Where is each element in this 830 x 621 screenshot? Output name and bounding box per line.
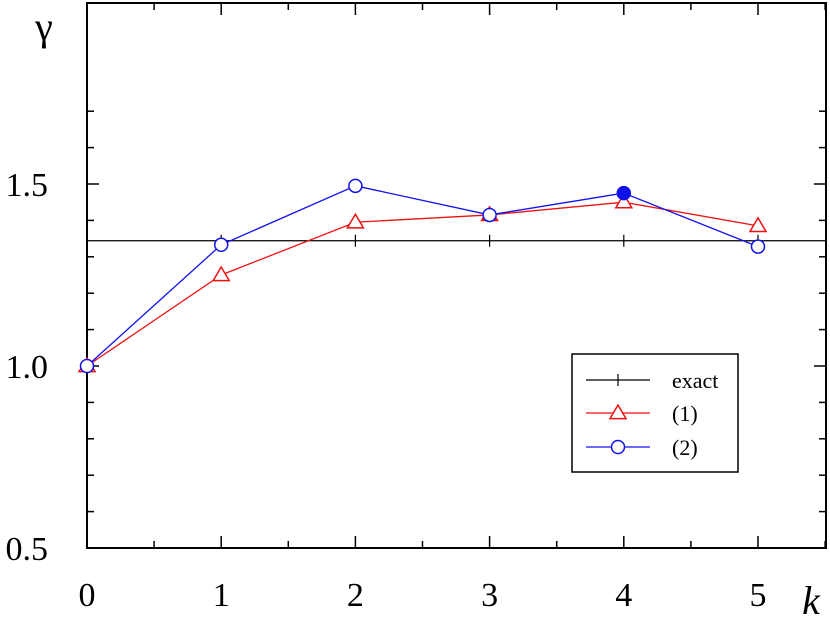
- data-point: [482, 207, 497, 223]
- x-tick-label: 2: [347, 577, 364, 614]
- data-point: [614, 192, 634, 209]
- series-1: [86, 234, 826, 247]
- data-point: [348, 178, 363, 194]
- y-tick-label: 1.0: [6, 349, 49, 386]
- x-axis-title: k: [802, 578, 821, 621]
- data-point: [213, 237, 229, 253]
- legend-swatch-marker: [610, 439, 626, 455]
- data-point: [748, 216, 768, 233]
- plot-frame: [86, 2, 827, 549]
- y-tick-label: 1.5: [6, 167, 49, 204]
- data-point: [346, 212, 365, 229]
- data-point: [750, 239, 766, 254]
- legend-label: (2): [672, 435, 698, 460]
- x-tick-label: 5: [750, 577, 767, 614]
- x-tick-label: 0: [79, 577, 96, 614]
- legend-label: (1): [672, 401, 698, 426]
- x-tick-label: 3: [481, 577, 498, 614]
- data-point: [616, 185, 632, 201]
- legend-swatch-marker: [608, 403, 628, 420]
- legend-label: exact: [672, 368, 718, 393]
- y-tick-label: 0.5: [6, 531, 49, 568]
- data-point: [211, 265, 231, 282]
- x-tick-label: 4: [615, 577, 632, 614]
- y-axis-title: γ: [34, 4, 53, 49]
- data-point: [79, 358, 95, 374]
- series-line: [86, 185, 759, 367]
- x-tick-label: 1: [213, 577, 230, 614]
- series-line: [86, 201, 759, 367]
- series-2: [77, 192, 768, 373]
- series-3: [79, 178, 766, 374]
